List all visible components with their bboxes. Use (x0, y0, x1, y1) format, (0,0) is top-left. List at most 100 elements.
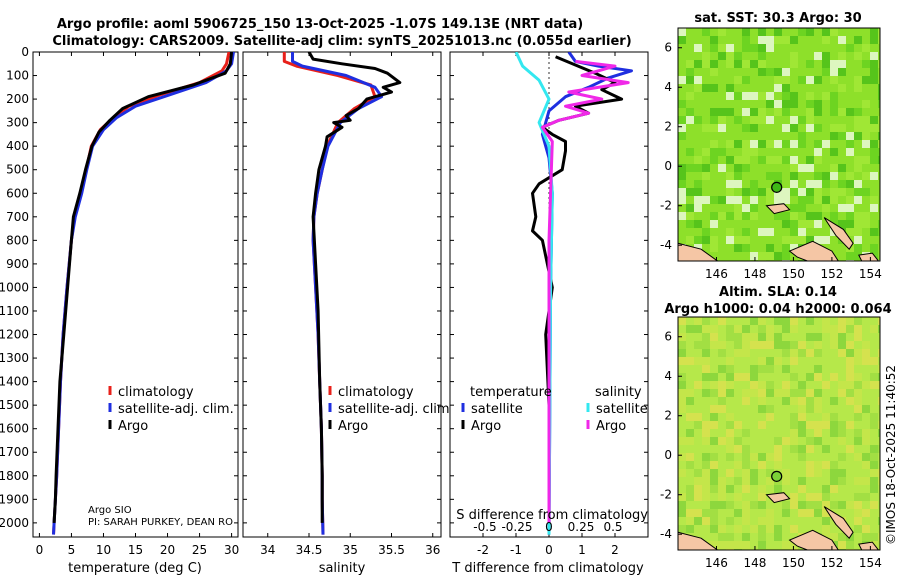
sla_map-field-cell (822, 421, 830, 429)
sst_map-field-cell (806, 212, 814, 220)
sst_map-field-cell (838, 60, 846, 68)
sla_map-field-cell (758, 533, 766, 541)
salinity-series-argo (307, 52, 402, 523)
sla_map-field-cell (686, 525, 694, 533)
temperature-xtick-label: 30 (224, 543, 239, 557)
sst_map-field-cell (750, 204, 758, 212)
sst_map-field-cell (710, 60, 718, 68)
difference-secondary-tick-label: 0 (545, 520, 553, 534)
sst_map-field-cell (782, 124, 790, 132)
sst_map-field-cell (806, 116, 814, 124)
sst_map-field-cell (686, 188, 694, 196)
sst_map-field-cell (766, 156, 774, 164)
sst_map-field-cell (758, 252, 766, 260)
temperature-xtick-label: 15 (128, 543, 143, 557)
sla_map-field-cell (766, 333, 774, 341)
sst_map-field-cell (862, 172, 870, 180)
sla_map-field-cell (734, 477, 742, 485)
sst_map-field-cell (814, 52, 822, 60)
sla_map-field-cell (678, 437, 686, 445)
sst_map-field-cell (742, 236, 750, 244)
sla_map-field-cell (710, 421, 718, 429)
sla_map-field-cell (710, 373, 718, 381)
sst_map-field-cell (742, 36, 750, 44)
sla_map-field-cell (806, 501, 814, 509)
sst_map-field-cell (822, 92, 830, 100)
sla_map-field-cell (798, 509, 806, 517)
sst_map-field-cell (758, 68, 766, 76)
sla_map-field-cell (830, 533, 838, 541)
sst_map-field-cell (726, 188, 734, 196)
sla_map-field-cell (694, 421, 702, 429)
sla_map-field-cell (878, 445, 880, 453)
sst_map-field-cell (830, 100, 838, 108)
sla_map-field-cell (710, 389, 718, 397)
sla_map-field-cell (734, 525, 742, 533)
sla_map-field-cell (782, 317, 790, 325)
sla_map-field-cell (678, 373, 686, 381)
sla_map-field-cell (678, 453, 686, 461)
sst_map-field-cell (758, 116, 766, 124)
sst_map-field-cell (846, 220, 854, 228)
sst_map-field-cell (774, 156, 782, 164)
depth-tick-label: 1200 (0, 328, 29, 342)
sst_map-field-cell (726, 172, 734, 180)
sla_map-field-cell (742, 397, 750, 405)
salinity-legend-label: Argo (338, 419, 368, 434)
sst_map-field-cell (702, 236, 710, 244)
sla_map-field-cell (702, 477, 710, 485)
sla_map-field-cell (790, 349, 798, 357)
sla_map-field-cell (710, 453, 718, 461)
sla_map-field-cell (734, 349, 742, 357)
sst_map-field-cell (758, 44, 766, 52)
sst_map-field-cell (790, 52, 798, 60)
sla_map-field-cell (854, 317, 862, 325)
sst_map-field-cell (766, 196, 774, 204)
sst_map-field-cell (734, 156, 742, 164)
sla_map-field-cell (774, 333, 782, 341)
sla_map-field-cell (694, 493, 702, 501)
sla_map-xtick-label: 146 (705, 556, 728, 570)
sla_map-field-cell (734, 341, 742, 349)
sst_map-field-cell (814, 140, 822, 148)
sla_map-field-cell (838, 389, 846, 397)
sst_map-field-cell (878, 36, 880, 44)
sla_map-field-cell (742, 333, 750, 341)
sla_map-field-cell (830, 477, 838, 485)
salinity-plot-frame (242, 51, 442, 538)
sst_map-field-cell (710, 140, 718, 148)
sla_map-field-cell (830, 429, 838, 437)
sla_map-field-cell (758, 389, 766, 397)
sla_map-field-cell (790, 317, 798, 325)
sst_map-field-cell (830, 28, 838, 36)
sla_map-field-cell (710, 437, 718, 445)
sla_map-field-cell (758, 541, 766, 549)
sla_map-xtick-label: 152 (820, 556, 843, 570)
sla_map-field-cell (862, 509, 870, 517)
sst_map-field-cell (742, 212, 750, 220)
sla_map-field-cell (870, 485, 878, 493)
sst_map-field-cell (854, 196, 862, 204)
sla_map-field-cell (822, 461, 830, 469)
sla_map-field-cell (798, 453, 806, 461)
sst_map-field-cell (854, 180, 862, 188)
sla_map-field-cell (798, 389, 806, 397)
sla_map-field-cell (694, 357, 702, 365)
depth-tick-label: 2000 (0, 516, 29, 530)
difference-xlabel: T difference from climatology (451, 561, 644, 576)
difference-xtick-label: 1 (578, 543, 586, 557)
temperature-xtick-label: 10 (96, 543, 111, 557)
sst_map-field-cell (806, 236, 814, 244)
sla_map-field-cell (750, 501, 758, 509)
sst_map-field-cell (718, 148, 726, 156)
difference-panel: -2 -1 0 1 2 -0.5 -0.25 0 0.25 0.5 temperature satel… (449, 51, 649, 557)
sst_map-xtick-label: 148 (743, 267, 766, 281)
sst_map-field-cell (766, 36, 774, 44)
sst_map-field-cell (710, 196, 718, 204)
sst_map-field-cell (790, 220, 798, 228)
sst_map-field-cell (734, 244, 742, 252)
sst_map-field-cell (710, 236, 718, 244)
sst_map-field-cell (822, 36, 830, 44)
sst_map-field-cell (750, 188, 758, 196)
sst_map-field-cell (806, 196, 814, 204)
